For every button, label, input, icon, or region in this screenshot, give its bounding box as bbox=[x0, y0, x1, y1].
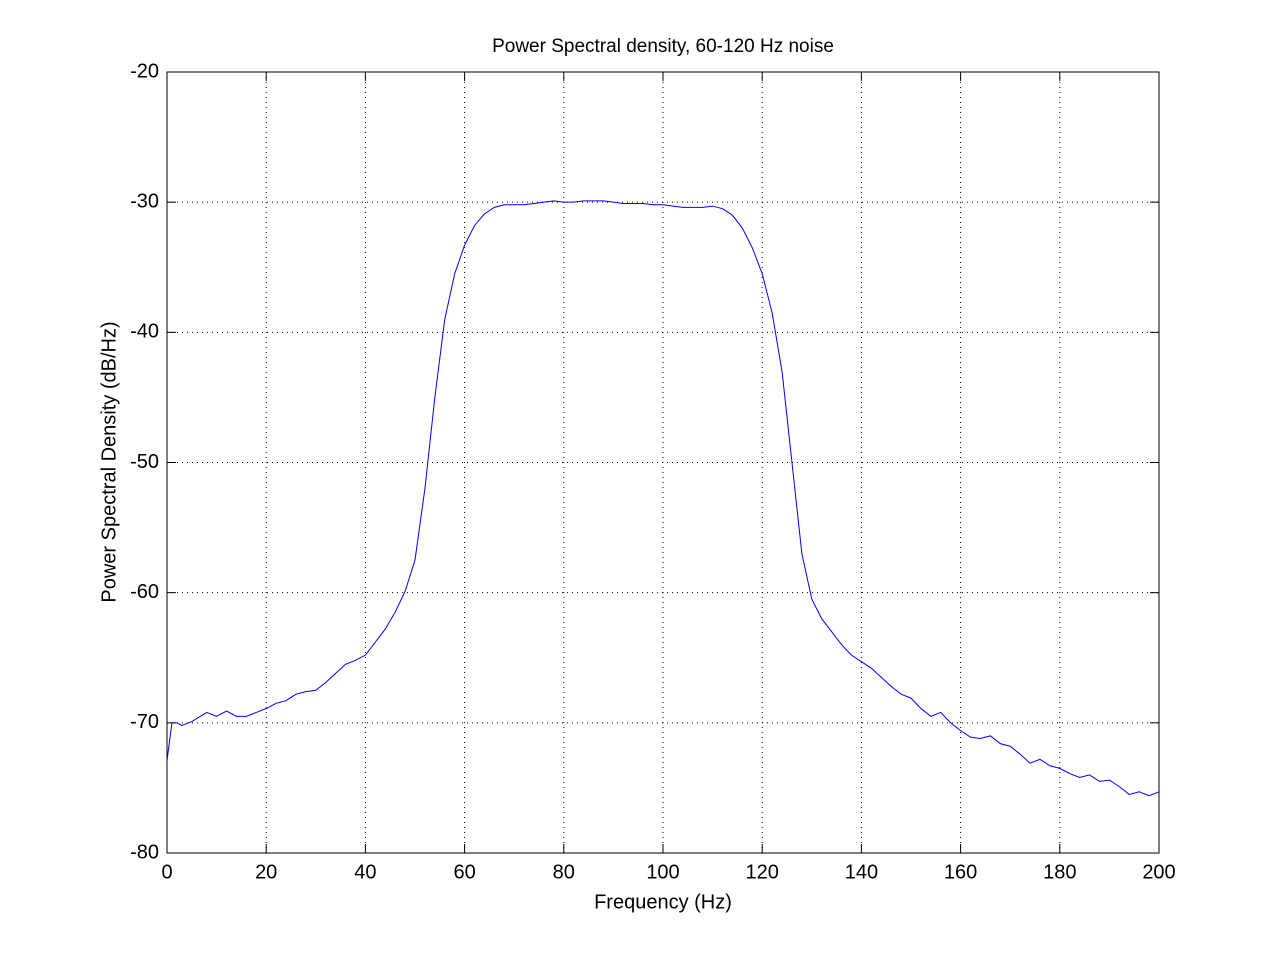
x-tick-label: 80 bbox=[553, 861, 575, 883]
y-tick-label: -70 bbox=[130, 711, 159, 733]
x-tick-label: 160 bbox=[944, 861, 977, 883]
x-tick-label: 60 bbox=[453, 861, 475, 883]
y-tick-label: -50 bbox=[130, 451, 159, 473]
x-tick-label: 200 bbox=[1142, 861, 1175, 883]
y-tick-label: -60 bbox=[130, 581, 159, 603]
plot-frame bbox=[166, 71, 1160, 854]
y-tick-label: -20 bbox=[130, 60, 159, 82]
x-tick-label: 140 bbox=[845, 861, 878, 883]
x-tick-label: 120 bbox=[746, 861, 779, 883]
x-tick-label: 180 bbox=[1043, 861, 1076, 883]
y-axis-label: Power Spectral Density (dB/Hz) bbox=[98, 321, 120, 602]
data-line bbox=[166, 200, 1160, 797]
y-tick-label: -30 bbox=[130, 190, 159, 212]
x-axis-label: Frequency (Hz) bbox=[594, 891, 732, 913]
x-tick-label: 40 bbox=[354, 861, 376, 883]
x-tick-label: 20 bbox=[255, 861, 277, 883]
y-tick-label: -80 bbox=[130, 841, 159, 863]
chart-title: Power Spectral density, 60-120 Hz noise bbox=[492, 36, 834, 57]
x-tick-label: 0 bbox=[161, 861, 172, 883]
y-tick-label: -40 bbox=[130, 321, 159, 343]
x-tick-label: 100 bbox=[646, 861, 679, 883]
